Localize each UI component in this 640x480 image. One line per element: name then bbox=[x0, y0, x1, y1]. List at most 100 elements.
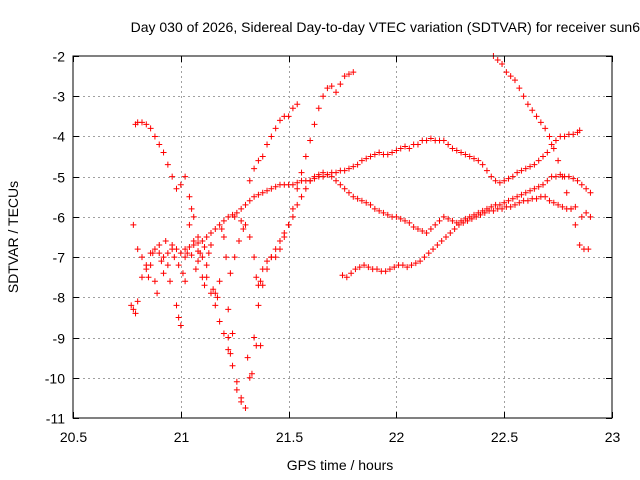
data-point bbox=[337, 181, 344, 188]
data-point bbox=[294, 201, 301, 208]
data-point bbox=[264, 141, 271, 148]
data-point bbox=[186, 221, 193, 228]
data-point bbox=[220, 217, 227, 224]
data-point bbox=[535, 157, 542, 164]
data-point bbox=[511, 201, 518, 208]
data-point bbox=[350, 193, 357, 200]
data-point bbox=[218, 225, 225, 232]
data-point bbox=[259, 153, 266, 160]
data-point bbox=[294, 179, 301, 186]
data-point bbox=[298, 193, 305, 200]
data-point bbox=[175, 262, 182, 269]
data-point bbox=[527, 163, 534, 170]
data-point bbox=[449, 217, 456, 224]
data-point bbox=[544, 149, 551, 156]
data-point bbox=[373, 266, 380, 273]
data-point bbox=[402, 217, 409, 224]
data-point bbox=[156, 242, 163, 249]
data-point bbox=[255, 191, 262, 198]
data-point bbox=[576, 242, 583, 249]
data-point bbox=[320, 93, 327, 100]
data-point bbox=[570, 131, 577, 138]
data-point bbox=[276, 117, 283, 124]
x-tick-label: 21 bbox=[174, 429, 190, 445]
data-point bbox=[307, 137, 314, 144]
data-point bbox=[130, 306, 137, 313]
data-point bbox=[345, 189, 352, 196]
data-point bbox=[499, 205, 506, 212]
data-point bbox=[410, 223, 417, 230]
data-point bbox=[358, 157, 365, 164]
data-point bbox=[177, 250, 184, 257]
data-point bbox=[546, 133, 553, 140]
data-point bbox=[255, 157, 262, 164]
data-point bbox=[397, 215, 404, 222]
data-point bbox=[384, 211, 391, 218]
data-point bbox=[164, 250, 171, 257]
x-tick-label: 21.5 bbox=[276, 429, 303, 445]
data-point bbox=[520, 93, 527, 100]
data-point bbox=[173, 185, 180, 192]
data-point bbox=[477, 211, 484, 218]
series-track-e bbox=[490, 53, 594, 253]
data-point bbox=[490, 207, 497, 214]
data-point bbox=[244, 354, 251, 361]
data-point bbox=[289, 181, 296, 188]
data-point bbox=[572, 203, 579, 210]
data-point bbox=[481, 209, 488, 216]
data-point bbox=[393, 147, 400, 154]
data-point bbox=[546, 197, 553, 204]
data-point bbox=[537, 119, 544, 126]
data-point bbox=[544, 177, 551, 184]
data-point bbox=[425, 250, 432, 257]
data-point bbox=[182, 278, 189, 285]
data-point bbox=[246, 197, 253, 204]
data-point bbox=[550, 199, 557, 206]
data-point bbox=[268, 133, 275, 140]
data-point bbox=[430, 246, 437, 253]
data-point bbox=[524, 101, 531, 108]
data-point bbox=[264, 258, 271, 265]
data-point bbox=[328, 83, 335, 90]
data-point bbox=[578, 213, 585, 220]
data-point bbox=[494, 57, 501, 64]
data-point bbox=[195, 258, 202, 265]
data-point bbox=[151, 133, 158, 140]
data-point bbox=[518, 191, 525, 198]
data-point bbox=[471, 155, 478, 162]
data-point bbox=[289, 105, 296, 112]
data-point bbox=[514, 169, 521, 176]
data-point bbox=[345, 71, 352, 78]
data-point bbox=[264, 187, 271, 194]
data-point bbox=[143, 121, 150, 128]
data-point bbox=[507, 203, 514, 210]
data-point bbox=[242, 221, 249, 228]
x-tick-label: 23 bbox=[605, 429, 621, 445]
data-point bbox=[555, 201, 562, 208]
data-point bbox=[216, 221, 223, 228]
data-point bbox=[302, 153, 309, 160]
data-point bbox=[164, 161, 171, 168]
data-point bbox=[555, 157, 562, 164]
data-point bbox=[145, 274, 152, 281]
data-point bbox=[160, 254, 167, 261]
data-point bbox=[160, 149, 167, 156]
data-point bbox=[434, 242, 441, 249]
y-tick-label: -8 bbox=[53, 290, 66, 306]
data-point bbox=[455, 221, 462, 228]
data-point bbox=[356, 264, 363, 271]
data-point bbox=[511, 77, 518, 84]
data-point bbox=[233, 209, 240, 216]
data-point bbox=[453, 147, 460, 154]
data-point bbox=[259, 266, 266, 273]
y-tick-label: -5 bbox=[53, 170, 66, 186]
y-tick-label: -3 bbox=[53, 89, 66, 105]
data-point bbox=[533, 113, 540, 120]
data-point bbox=[246, 177, 253, 184]
data-point bbox=[354, 161, 361, 168]
data-point bbox=[285, 221, 292, 228]
data-point bbox=[253, 274, 260, 281]
data-point bbox=[509, 195, 516, 202]
data-point bbox=[449, 145, 456, 152]
